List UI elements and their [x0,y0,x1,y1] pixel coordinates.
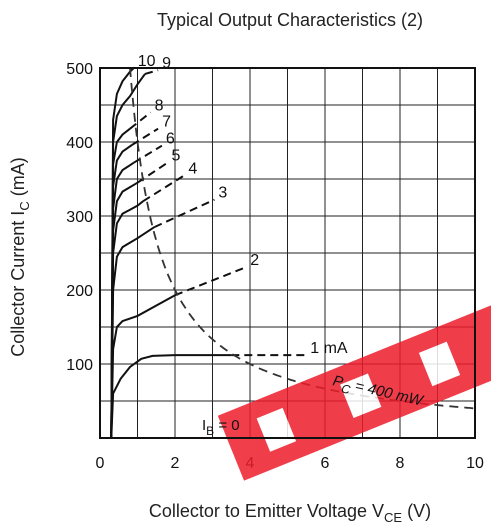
x-axis-label: Collector to Emitter Voltage VCE (V) [149,501,431,525]
x-tick-label: 8 [396,455,405,472]
watermark-logo [217,303,491,481]
y-tick-label: 200 [66,283,93,300]
grid-lines [100,68,475,438]
curve-ib-ext-6 [133,144,163,164]
curve-ib-5 [110,181,139,439]
curve-label-6: 6 [166,131,175,148]
y-tick-label: 400 [66,135,93,152]
y-tick-label: 300 [66,209,93,226]
curve-ib-ext-2 [174,266,247,297]
curve-ib-2 [110,294,176,439]
ib-zero-label: IB = 0 [202,417,240,438]
curve-label-5: 5 [172,148,181,165]
x-tick-label: 6 [321,455,330,472]
curve-label-8: 8 [155,97,164,114]
x-tick-label: 0 [96,455,105,472]
curve-ib-ext-7 [131,127,159,146]
chart-title: Typical Output Characteristics (2) [157,10,423,30]
curve-label-7: 7 [162,114,171,131]
curve-ib-6 [110,161,135,439]
curve-ib-ext-3 [153,198,215,229]
curve-ib-3 [110,226,155,439]
x-tick-label: 2 [171,455,180,472]
curve-ib-ext-4 [142,174,185,203]
plot-frame [99,67,476,439]
curve-ib-ext-9 [144,69,159,75]
y-tick-label: 500 [66,61,93,78]
curve-label-1mA: 1 mA [310,340,348,357]
y-axis-label: Collector Current IC (mA) [8,157,32,356]
y-tick-label: 100 [66,357,93,374]
curve-label-4: 4 [188,160,197,177]
curve-ib-1mA [110,354,232,439]
x-tick-label: 10 [466,455,484,472]
curve-label-9: 9 [162,55,171,72]
curve-label-2: 2 [250,252,259,269]
curve-label-10: 10 [138,53,156,70]
axis-ticks: 0246810100200300400500 [66,61,484,472]
curve-ib-ext-8 [129,111,152,130]
curve-label-3: 3 [218,185,227,202]
